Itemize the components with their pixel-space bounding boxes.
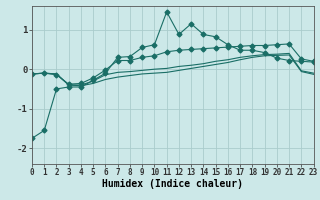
- X-axis label: Humidex (Indice chaleur): Humidex (Indice chaleur): [102, 179, 243, 189]
